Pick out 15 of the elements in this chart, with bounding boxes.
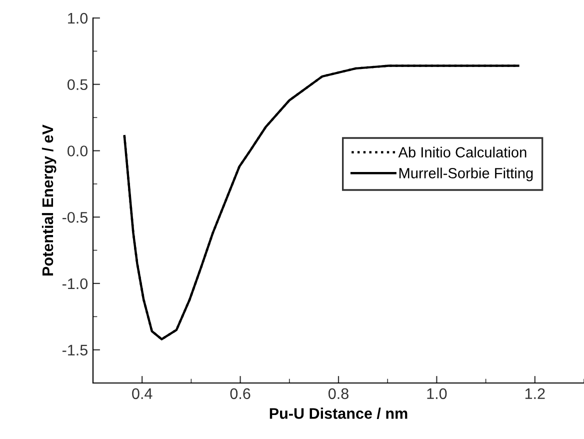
x-tick-label: 0.8 (328, 388, 348, 400)
x-tick-label: 1.0 (427, 388, 447, 400)
x-tick-label: 0.6 (230, 388, 250, 400)
y-tick-label: 1.0 (68, 12, 88, 24)
y-tick-label: 0.0 (68, 146, 88, 156)
y-tick-label: 0.5 (68, 79, 88, 90)
legend-label: Ab Initio Calculation (398, 146, 526, 158)
y-axis-title: Potential Energy / eV (42, 124, 56, 276)
x-axis-title: Pu-U Distance / nm (270, 408, 408, 420)
legend-label: Murrell-Sorbie Fitting (399, 168, 533, 182)
y-tick-label: -1.0 (62, 278, 88, 290)
y-tick-label: -1.5 (62, 344, 88, 356)
x-tick-label: 1.2 (525, 388, 545, 399)
y-tick-label: -0.5 (62, 212, 88, 223)
x-tick-label: 0.4 (132, 388, 152, 400)
